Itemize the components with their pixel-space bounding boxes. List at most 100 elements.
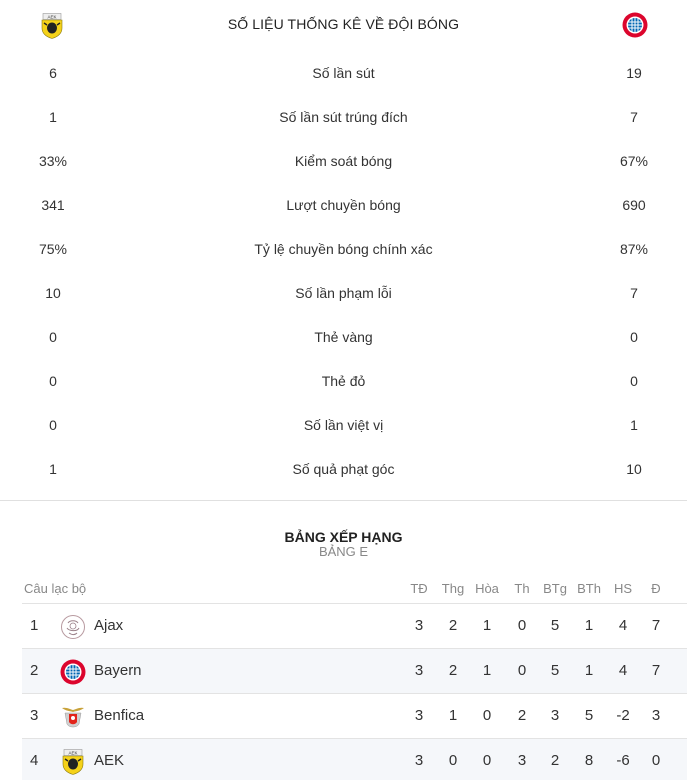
stat-row-offsides: 0 Số lần việt vị 1 xyxy=(0,417,687,439)
rank: 3 xyxy=(30,707,39,724)
table-row[interactable]: 4 AEK AEK 3 0 0 3 2 8 -6 0 xyxy=(22,739,687,780)
goals-for: 5 xyxy=(550,662,560,679)
stat-label: Số lần phạm lỗi xyxy=(295,285,392,301)
rank: 4 xyxy=(30,752,39,769)
played: 3 xyxy=(414,617,424,634)
col-header-drawn: Hòa xyxy=(475,581,499,596)
team-name[interactable]: Ajax xyxy=(94,617,124,634)
home-value: 6 xyxy=(49,65,57,81)
stat-row-yellow-cards: 0 Thẻ vàng 0 xyxy=(0,329,687,351)
goal-difference: -2 xyxy=(616,707,630,724)
goals-for: 3 xyxy=(550,707,560,724)
stat-label: Số lần sút trúng đích xyxy=(279,109,408,125)
home-value: 1 xyxy=(49,109,57,125)
lost: 3 xyxy=(517,752,527,769)
points: 0 xyxy=(651,752,661,769)
away-value: 690 xyxy=(622,197,646,213)
table-header: Câu lạc bộ TĐ Thg Hòa Th BTg BTh HS Đ xyxy=(22,576,687,604)
won: 2 xyxy=(448,617,458,634)
rank: 2 xyxy=(30,662,39,679)
home-value: 1 xyxy=(49,461,57,477)
team-name[interactable]: AEK xyxy=(94,752,125,769)
home-value: 0 xyxy=(49,373,57,389)
won: 2 xyxy=(448,662,458,679)
team-name[interactable]: Bayern xyxy=(94,662,142,679)
lost: 0 xyxy=(517,617,527,634)
table-row[interactable]: 1 Ajax 3 2 1 0 5 1 4 7 xyxy=(22,604,687,649)
table-row[interactable]: 2 Bayern 3 2 1 0 5 1 4 7 xyxy=(22,649,687,694)
rank: 1 xyxy=(30,617,39,634)
ajax-crest-icon xyxy=(61,615,85,639)
stat-row-possession: 33% Kiểm soát bóng 67% xyxy=(0,153,687,175)
lost: 2 xyxy=(517,707,527,724)
home-value: 0 xyxy=(49,329,57,345)
stats-header: AEK SỐ LIỆU THỐNG KÊ VỀ ĐỘI BÓNG xyxy=(0,0,687,50)
goal-difference: 4 xyxy=(618,617,628,634)
section-divider xyxy=(0,500,687,501)
team-name[interactable]: Benfica xyxy=(94,707,145,724)
svg-text:AEK: AEK xyxy=(47,14,56,19)
goals-against: 8 xyxy=(584,752,594,769)
stat-label: Kiểm soát bóng xyxy=(294,153,393,169)
col-header-won: Thg xyxy=(441,581,465,596)
aek-crest-icon: AEK xyxy=(41,13,63,39)
goals-for: 5 xyxy=(550,617,560,634)
home-value: 75% xyxy=(38,241,68,257)
stat-row-fouls: 10 Số lần phạm lỗi 7 xyxy=(0,285,687,307)
drawn: 0 xyxy=(482,752,492,769)
stat-row-passes: 341 Lượt chuyền bóng 690 xyxy=(0,197,687,219)
away-value: 7 xyxy=(630,285,638,301)
home-value: 33% xyxy=(38,153,68,169)
points: 3 xyxy=(651,707,661,724)
stat-label: Số quả phạt góc xyxy=(292,461,395,477)
played: 3 xyxy=(414,662,424,679)
drawn: 1 xyxy=(482,617,492,634)
goals-against: 1 xyxy=(584,662,594,679)
goals-for: 2 xyxy=(550,752,560,769)
stats-title: SỐ LIỆU THỐNG KÊ VỀ ĐỘI BÓNG xyxy=(227,16,460,32)
group-label: BẢNG E xyxy=(318,544,369,559)
lost: 0 xyxy=(517,662,527,679)
away-value: 19 xyxy=(626,65,642,81)
benfica-crest-icon xyxy=(62,707,84,728)
stat-label: Số lần sút xyxy=(312,65,375,81)
table-row[interactable]: 3 Benfica 3 1 0 2 3 5 -2 3 xyxy=(22,694,687,739)
home-value: 341 xyxy=(41,197,65,213)
played: 3 xyxy=(414,752,424,769)
bayern-crest-icon xyxy=(60,659,86,685)
home-value: 0 xyxy=(49,417,57,433)
points: 7 xyxy=(651,662,661,679)
stat-row-shots-on-target: 1 Số lần sút trúng đích 7 xyxy=(0,109,687,131)
won: 0 xyxy=(448,752,458,769)
away-value: 7 xyxy=(630,109,638,125)
drawn: 1 xyxy=(482,662,492,679)
stat-label: Số lần việt vị xyxy=(303,417,384,433)
home-value: 10 xyxy=(45,285,61,301)
stat-row-red-cards: 0 Thẻ đỏ 0 xyxy=(0,373,687,395)
away-value: 67% xyxy=(619,153,649,169)
stat-row-shots: 6 Số lần sút 19 xyxy=(0,65,687,87)
goal-difference: 4 xyxy=(618,662,628,679)
goal-difference: -6 xyxy=(616,752,630,769)
away-value: 1 xyxy=(630,417,638,433)
svg-text:AEK: AEK xyxy=(68,750,77,755)
col-header-ga: BTh xyxy=(577,581,601,596)
stat-row-pass-accuracy: 75% Tỷ lệ chuyền bóng chính xác 87% xyxy=(0,241,687,263)
away-value: 0 xyxy=(630,373,638,389)
standings-title: BẢNG XẾP HẠNG xyxy=(284,529,403,545)
won: 1 xyxy=(448,707,458,724)
col-header-pts: Đ xyxy=(651,581,661,596)
col-header-lost: Th xyxy=(514,581,530,596)
stat-row-corners: 1 Số quả phạt góc 10 xyxy=(0,461,687,483)
col-header-club: Câu lạc bộ xyxy=(24,581,87,596)
col-header-gf: BTg xyxy=(543,581,567,596)
played: 3 xyxy=(414,707,424,724)
drawn: 0 xyxy=(482,707,492,724)
standings-table: Câu lạc bộ TĐ Thg Hòa Th BTg BTh HS Đ 1 … xyxy=(22,576,687,780)
stat-label: Lượt chuyền bóng xyxy=(286,197,401,213)
aek-crest-icon: AEK xyxy=(62,749,84,775)
goals-against: 1 xyxy=(584,617,594,634)
col-header-gd: HS xyxy=(613,581,633,596)
stat-label: Thẻ vàng xyxy=(314,329,373,345)
away-value: 10 xyxy=(626,461,642,477)
